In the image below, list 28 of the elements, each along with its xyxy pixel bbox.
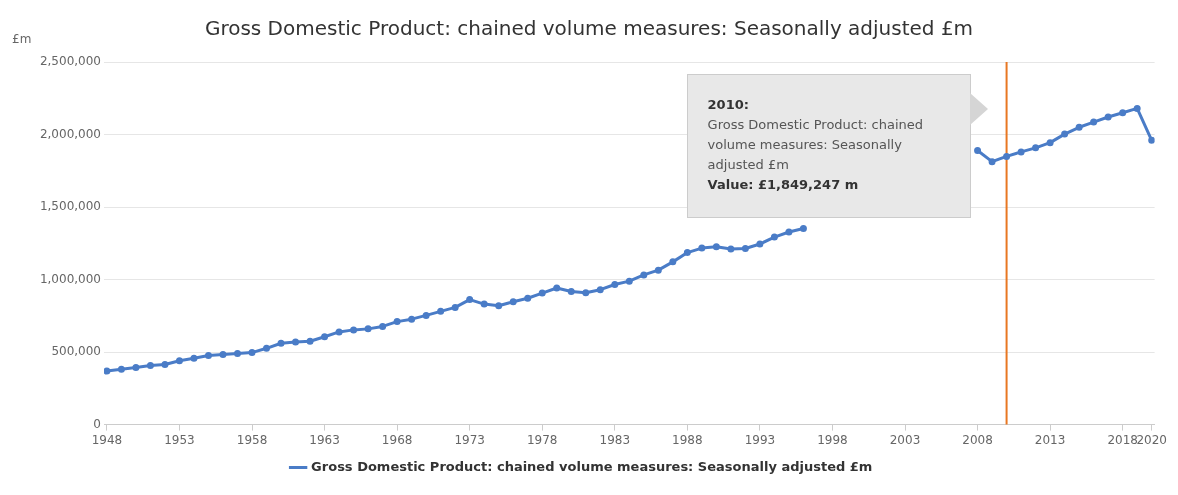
y-axis-title: £m — [12, 32, 32, 47]
chart-title: Gross Domestic Product: chained volume measures: Seasonally adjusted £m — [204, 16, 974, 41]
x-tick-label: 2018 — [1107, 432, 1138, 447]
annotation: 2010: — [707, 96, 750, 114]
y-tick-label: 2,500,000 — [39, 54, 101, 69]
annotation: Gross Domestic Product: chained volume measures: Seasonally adjusted £m — [707, 116, 925, 174]
legend-label: Gross Domestic Product: chained volume measures: Seasonally adjusted £m — [311, 458, 873, 474]
x-tick-label: 2003 — [889, 432, 921, 447]
x-tick-label: 1973 — [454, 432, 485, 447]
x-tick-label: 1953 — [164, 432, 195, 447]
x-tick-label: 1993 — [744, 432, 776, 447]
y-tick-label: 1,000,000 — [39, 271, 101, 286]
y-tick-label: 1,500,000 — [39, 199, 101, 214]
x-tick-label: 1988 — [672, 432, 703, 447]
annotation: Value: £1,849,247 m — [707, 176, 860, 194]
x-tick-label: 1983 — [599, 432, 631, 447]
x-tick-label: 2008 — [962, 432, 993, 447]
y-tick-label: 2,000,000 — [39, 126, 101, 141]
x-tick-label: 1963 — [309, 432, 340, 447]
x-tick-label: 1958 — [236, 432, 268, 447]
x-tick-label: 1978 — [526, 432, 558, 447]
y-tick-label: 500,000 — [51, 344, 101, 359]
y-tick-label: 0 — [93, 416, 101, 431]
x-tick-label: 2020 — [1136, 432, 1167, 447]
x-tick-label: 2013 — [1034, 432, 1066, 447]
x-tick-label: 1948 — [91, 432, 123, 447]
x-tick-label: 1968 — [381, 432, 413, 447]
x-tick-label: 1998 — [817, 432, 848, 447]
